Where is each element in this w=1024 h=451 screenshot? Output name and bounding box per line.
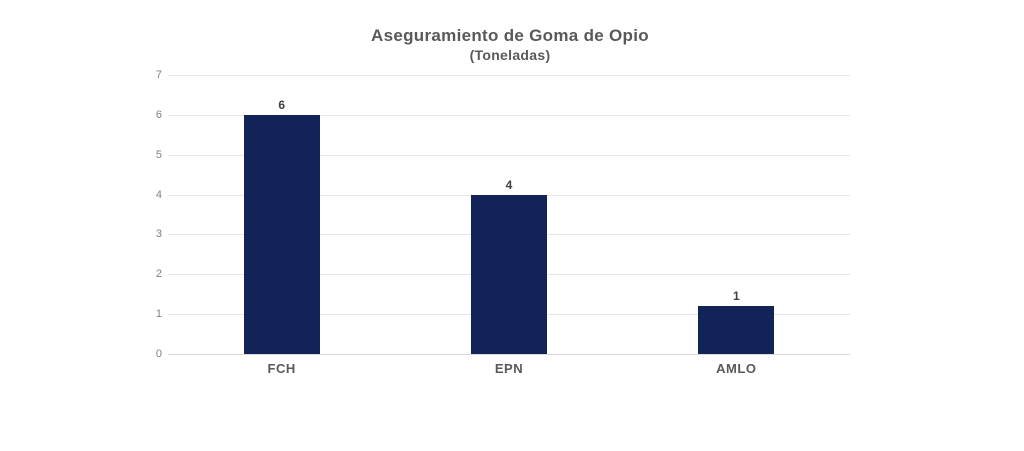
bar-value-label: 6 bbox=[278, 97, 285, 112]
bar bbox=[243, 114, 320, 354]
gridline bbox=[168, 154, 850, 156]
x-axis: FCH EPN AMLO bbox=[168, 361, 850, 381]
y-tick-label: 0 bbox=[155, 348, 162, 360]
y-tick-label: 2 bbox=[155, 268, 162, 281]
bar-value-label: 4 bbox=[505, 177, 513, 192]
bar-slot: 6 bbox=[168, 75, 395, 354]
y-tick-label: 3 bbox=[155, 228, 162, 241]
y-tick-label: 6 bbox=[155, 108, 162, 121]
y-tick-label: 5 bbox=[155, 148, 162, 161]
plot-area: 6 4 1 bbox=[168, 75, 850, 355]
bar bbox=[698, 306, 775, 354]
gridline bbox=[168, 114, 850, 116]
x-category-label: FCH bbox=[267, 361, 296, 376]
gridline bbox=[168, 75, 850, 76]
bar-slot: 4 bbox=[395, 75, 622, 354]
x-category-label: AMLO bbox=[716, 361, 757, 376]
chart-subtitle: (Toneladas) bbox=[469, 47, 551, 63]
bar-slot: 1 bbox=[623, 75, 850, 354]
y-tick-label: 7 bbox=[155, 69, 162, 81]
y-tick-label: 4 bbox=[155, 188, 162, 201]
y-axis: 0 1 2 3 4 5 6 7 bbox=[120, 69, 162, 360]
bar bbox=[470, 194, 547, 354]
bar-value-label: 1 bbox=[732, 289, 740, 304]
x-category-label: EPN bbox=[494, 361, 524, 376]
y-tick-label: 1 bbox=[155, 308, 162, 321]
gridline bbox=[168, 354, 850, 355]
chart-title: Aseguramiento de Goma de Opio bbox=[371, 26, 649, 45]
